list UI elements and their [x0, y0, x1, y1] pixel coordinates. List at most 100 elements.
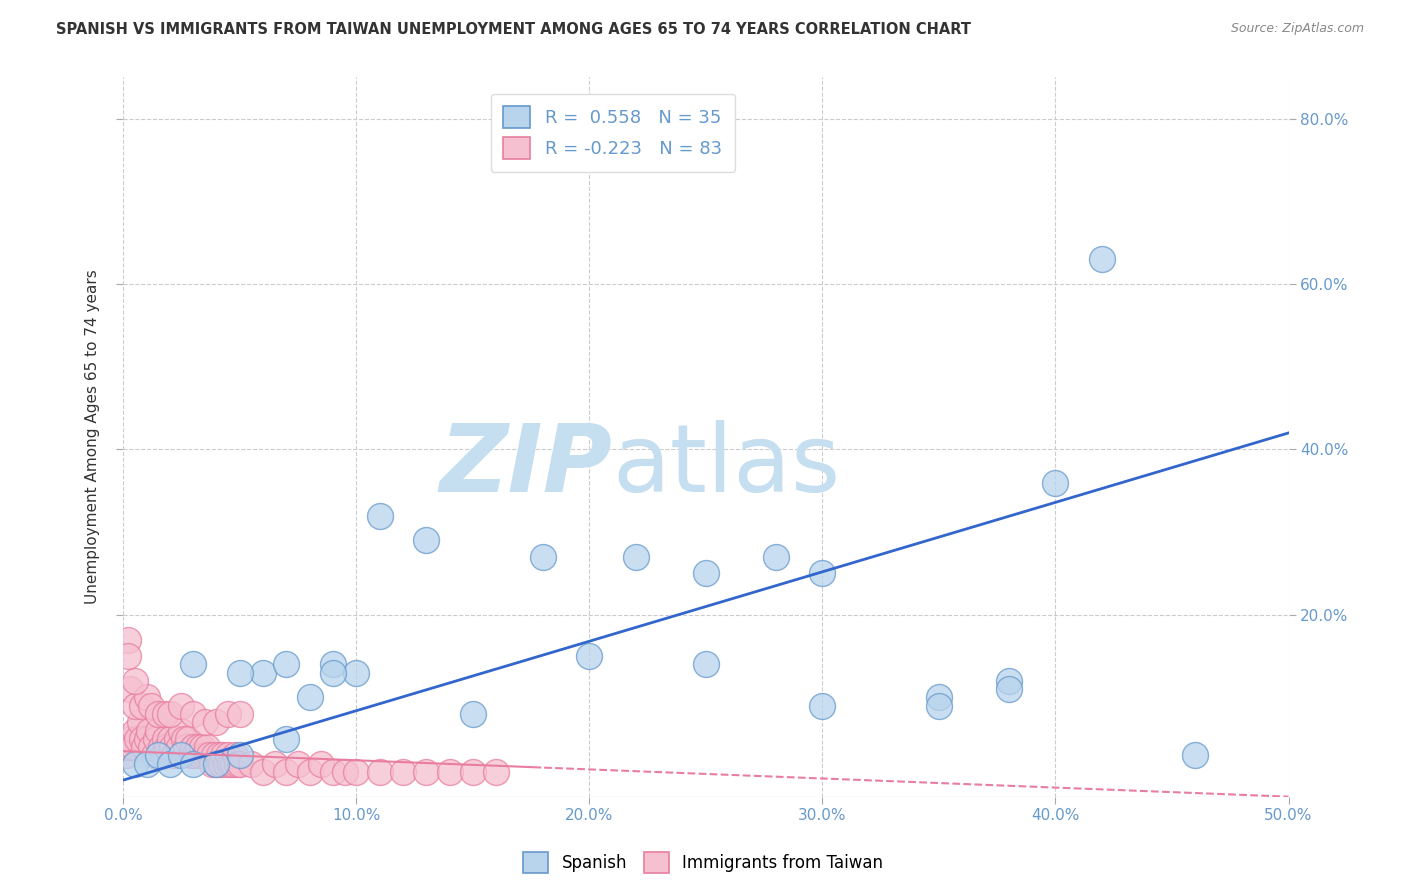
Point: [159, 706, 181, 721]
Point: [198, 748, 221, 763]
Point: [461, 706, 484, 721]
Point: [163, 748, 186, 763]
Legend: Spanish, Immigrants from Taiwan: Spanish, Immigrants from Taiwan: [516, 846, 890, 880]
Point: [209, 756, 232, 771]
Point: [181, 740, 204, 755]
Point: [195, 740, 218, 755]
Point: [415, 533, 437, 548]
Text: atlas: atlas: [613, 420, 841, 512]
Point: [222, 756, 245, 771]
Point: [170, 748, 193, 763]
Point: [152, 748, 174, 763]
Point: [287, 756, 309, 771]
Point: [531, 549, 554, 564]
Point: [159, 756, 181, 771]
Point: [177, 731, 200, 746]
Point: [322, 665, 344, 680]
Point: [145, 731, 167, 746]
Point: [127, 731, 149, 746]
Point: [117, 649, 139, 664]
Point: [202, 748, 225, 763]
Point: [180, 748, 202, 763]
Point: [142, 748, 165, 763]
Point: [120, 682, 142, 697]
Point: [149, 740, 172, 755]
Point: [415, 764, 437, 779]
Point: [224, 748, 246, 763]
Point: [1045, 475, 1067, 490]
Text: SPANISH VS IMMIGRANTS FROM TAIWAN UNEMPLOYMENT AMONG AGES 65 TO 74 YEARS CORRELA: SPANISH VS IMMIGRANTS FROM TAIWAN UNEMPL…: [56, 22, 972, 37]
Point: [333, 764, 356, 779]
Point: [298, 764, 321, 779]
Point: [148, 723, 170, 738]
Point: [219, 756, 242, 771]
Point: [181, 706, 204, 721]
Point: [276, 764, 298, 779]
Point: [201, 756, 224, 771]
Point: [170, 723, 193, 738]
Point: [998, 673, 1021, 688]
Point: [928, 698, 950, 713]
Point: [252, 665, 274, 680]
Point: [141, 740, 163, 755]
Point: [765, 549, 787, 564]
Point: [344, 764, 367, 779]
Point: [217, 706, 239, 721]
Point: [276, 657, 298, 672]
Point: [131, 698, 153, 713]
Point: [124, 723, 146, 738]
Point: [276, 731, 298, 746]
Point: [208, 748, 231, 763]
Point: [159, 731, 181, 746]
Text: Source: ZipAtlas.com: Source: ZipAtlas.com: [1230, 22, 1364, 36]
Point: [148, 748, 170, 763]
Point: [121, 740, 143, 755]
Point: [114, 748, 136, 763]
Point: [167, 740, 190, 755]
Point: [695, 566, 717, 581]
Point: [174, 740, 197, 755]
Point: [298, 690, 321, 705]
Point: [322, 657, 344, 672]
Legend: R =  0.558   N = 35, R = -0.223   N = 83: R = 0.558 N = 35, R = -0.223 N = 83: [491, 94, 734, 172]
Point: [212, 748, 235, 763]
Point: [368, 508, 391, 523]
Text: ZIP: ZIP: [440, 420, 613, 512]
Point: [170, 698, 193, 713]
Point: [1184, 748, 1206, 763]
Point: [188, 748, 211, 763]
Point: [135, 690, 157, 705]
Point: [461, 764, 484, 779]
Point: [578, 649, 600, 664]
Point: [263, 756, 285, 771]
Point: [205, 756, 228, 771]
Point: [811, 698, 834, 713]
Point: [181, 657, 204, 672]
Point: [194, 748, 217, 763]
Point: [439, 764, 461, 779]
Point: [811, 566, 834, 581]
Point: [624, 549, 647, 564]
Point: [160, 740, 183, 755]
Point: [998, 682, 1021, 697]
Point: [135, 756, 157, 771]
Point: [322, 764, 344, 779]
Point: [120, 731, 142, 746]
Point: [153, 706, 176, 721]
Point: [215, 756, 238, 771]
Point: [128, 715, 150, 730]
Point: [148, 706, 170, 721]
Point: [131, 731, 153, 746]
Point: [124, 756, 146, 771]
Point: [181, 756, 204, 771]
Point: [173, 731, 195, 746]
Point: [240, 756, 263, 771]
Point: [229, 706, 252, 721]
Point: [153, 731, 176, 746]
Point: [187, 740, 209, 755]
Point: [217, 748, 239, 763]
Point: [117, 632, 139, 647]
Point: [229, 748, 252, 763]
Point: [194, 715, 217, 730]
Point: [311, 756, 333, 771]
